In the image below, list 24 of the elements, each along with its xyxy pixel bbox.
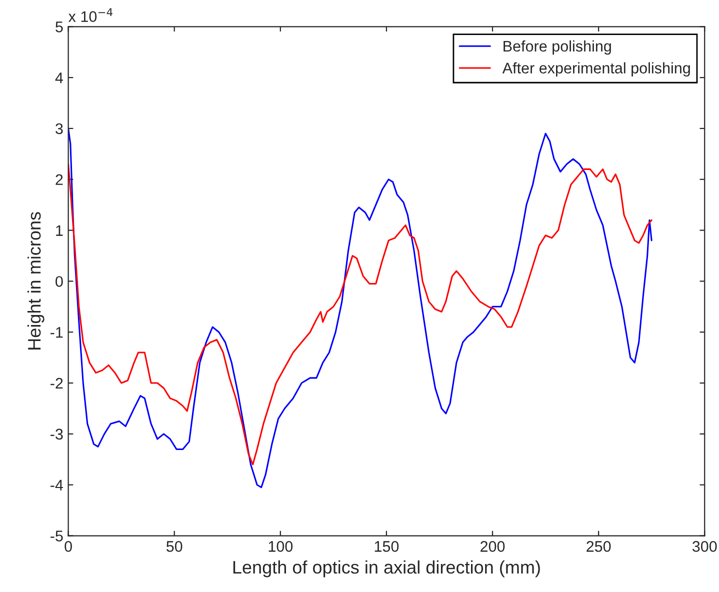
- x-tick-label: 0: [64, 541, 72, 552]
- y-tick-label: 5: [56, 22, 63, 32]
- legend-label: Before polishing: [504, 40, 611, 55]
- y-tick-label: -3: [50, 428, 63, 440]
- y-tick-label: 3: [56, 123, 63, 134]
- y-tick-label: 0: [56, 276, 63, 287]
- text: x 10$^{−4}$: [68, 8, 112, 22]
- x-tick-label: 200: [480, 541, 505, 552]
- y-tick-label: -4: [50, 480, 63, 490]
- x-tick-label: 300: [692, 541, 717, 552]
- x-axis-title: Length of optics in axial direction (mm): [233, 560, 540, 578]
- y-tick-label: -1: [50, 327, 63, 338]
- x-tick-label: 100: [268, 541, 293, 552]
- y-tick-label: -5: [50, 530, 63, 542]
- y-axis-title: Height in microns: [27, 212, 44, 350]
- y-tick-label: 2: [56, 174, 63, 185]
- y-tick-label: -2: [50, 378, 63, 389]
- x-tick-label: 250: [586, 541, 611, 552]
- line-series: [68, 128, 652, 488]
- legend-label: After experimental polishing: [502, 62, 690, 77]
- x-tick-label: 50: [166, 541, 182, 552]
- y-tick-label: 1: [56, 225, 63, 236]
- x-tick-label: 150: [374, 541, 399, 552]
- y-tick-label: 4: [55, 72, 63, 84]
